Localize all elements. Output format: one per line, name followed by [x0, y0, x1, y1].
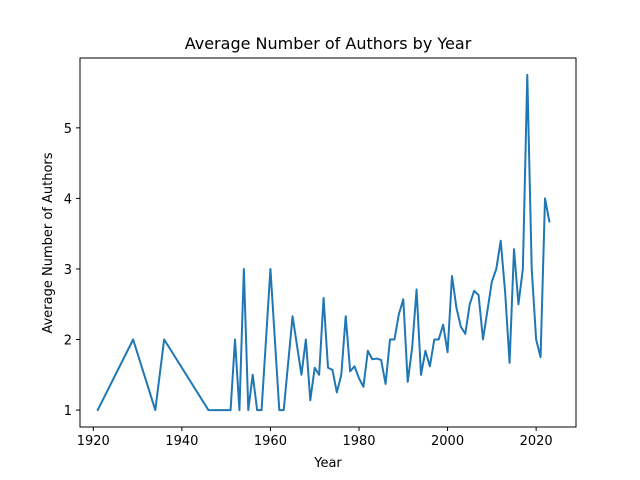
- plot-area: [96, 73, 551, 412]
- x-axis-title: Year: [313, 456, 342, 471]
- y-axis-title: Average Number of Authors: [41, 152, 56, 333]
- x-tick-label: 1980: [342, 434, 375, 449]
- y-tick-label: 4: [64, 192, 72, 207]
- y-tick-label: 1: [64, 404, 72, 419]
- x-axis: 1920 1940 1960 1980 2000 2020: [77, 427, 553, 449]
- x-tick-label: 1920: [77, 434, 110, 449]
- y-tick-label: 3: [64, 263, 72, 278]
- y-tick-label: 2: [64, 334, 72, 349]
- plot-frame: [79, 57, 577, 428]
- x-tick-label: 2020: [520, 434, 553, 449]
- x-tick-label: 1960: [254, 434, 287, 449]
- chart-title: Average Number of Authors by Year: [185, 34, 472, 53]
- y-tick-label: 5: [64, 122, 72, 137]
- series-line-0: [96, 73, 551, 412]
- x-tick-label: 2000: [431, 434, 464, 449]
- x-tick-label: 1940: [165, 434, 198, 449]
- y-axis: 1 2 3 4 5: [64, 122, 80, 419]
